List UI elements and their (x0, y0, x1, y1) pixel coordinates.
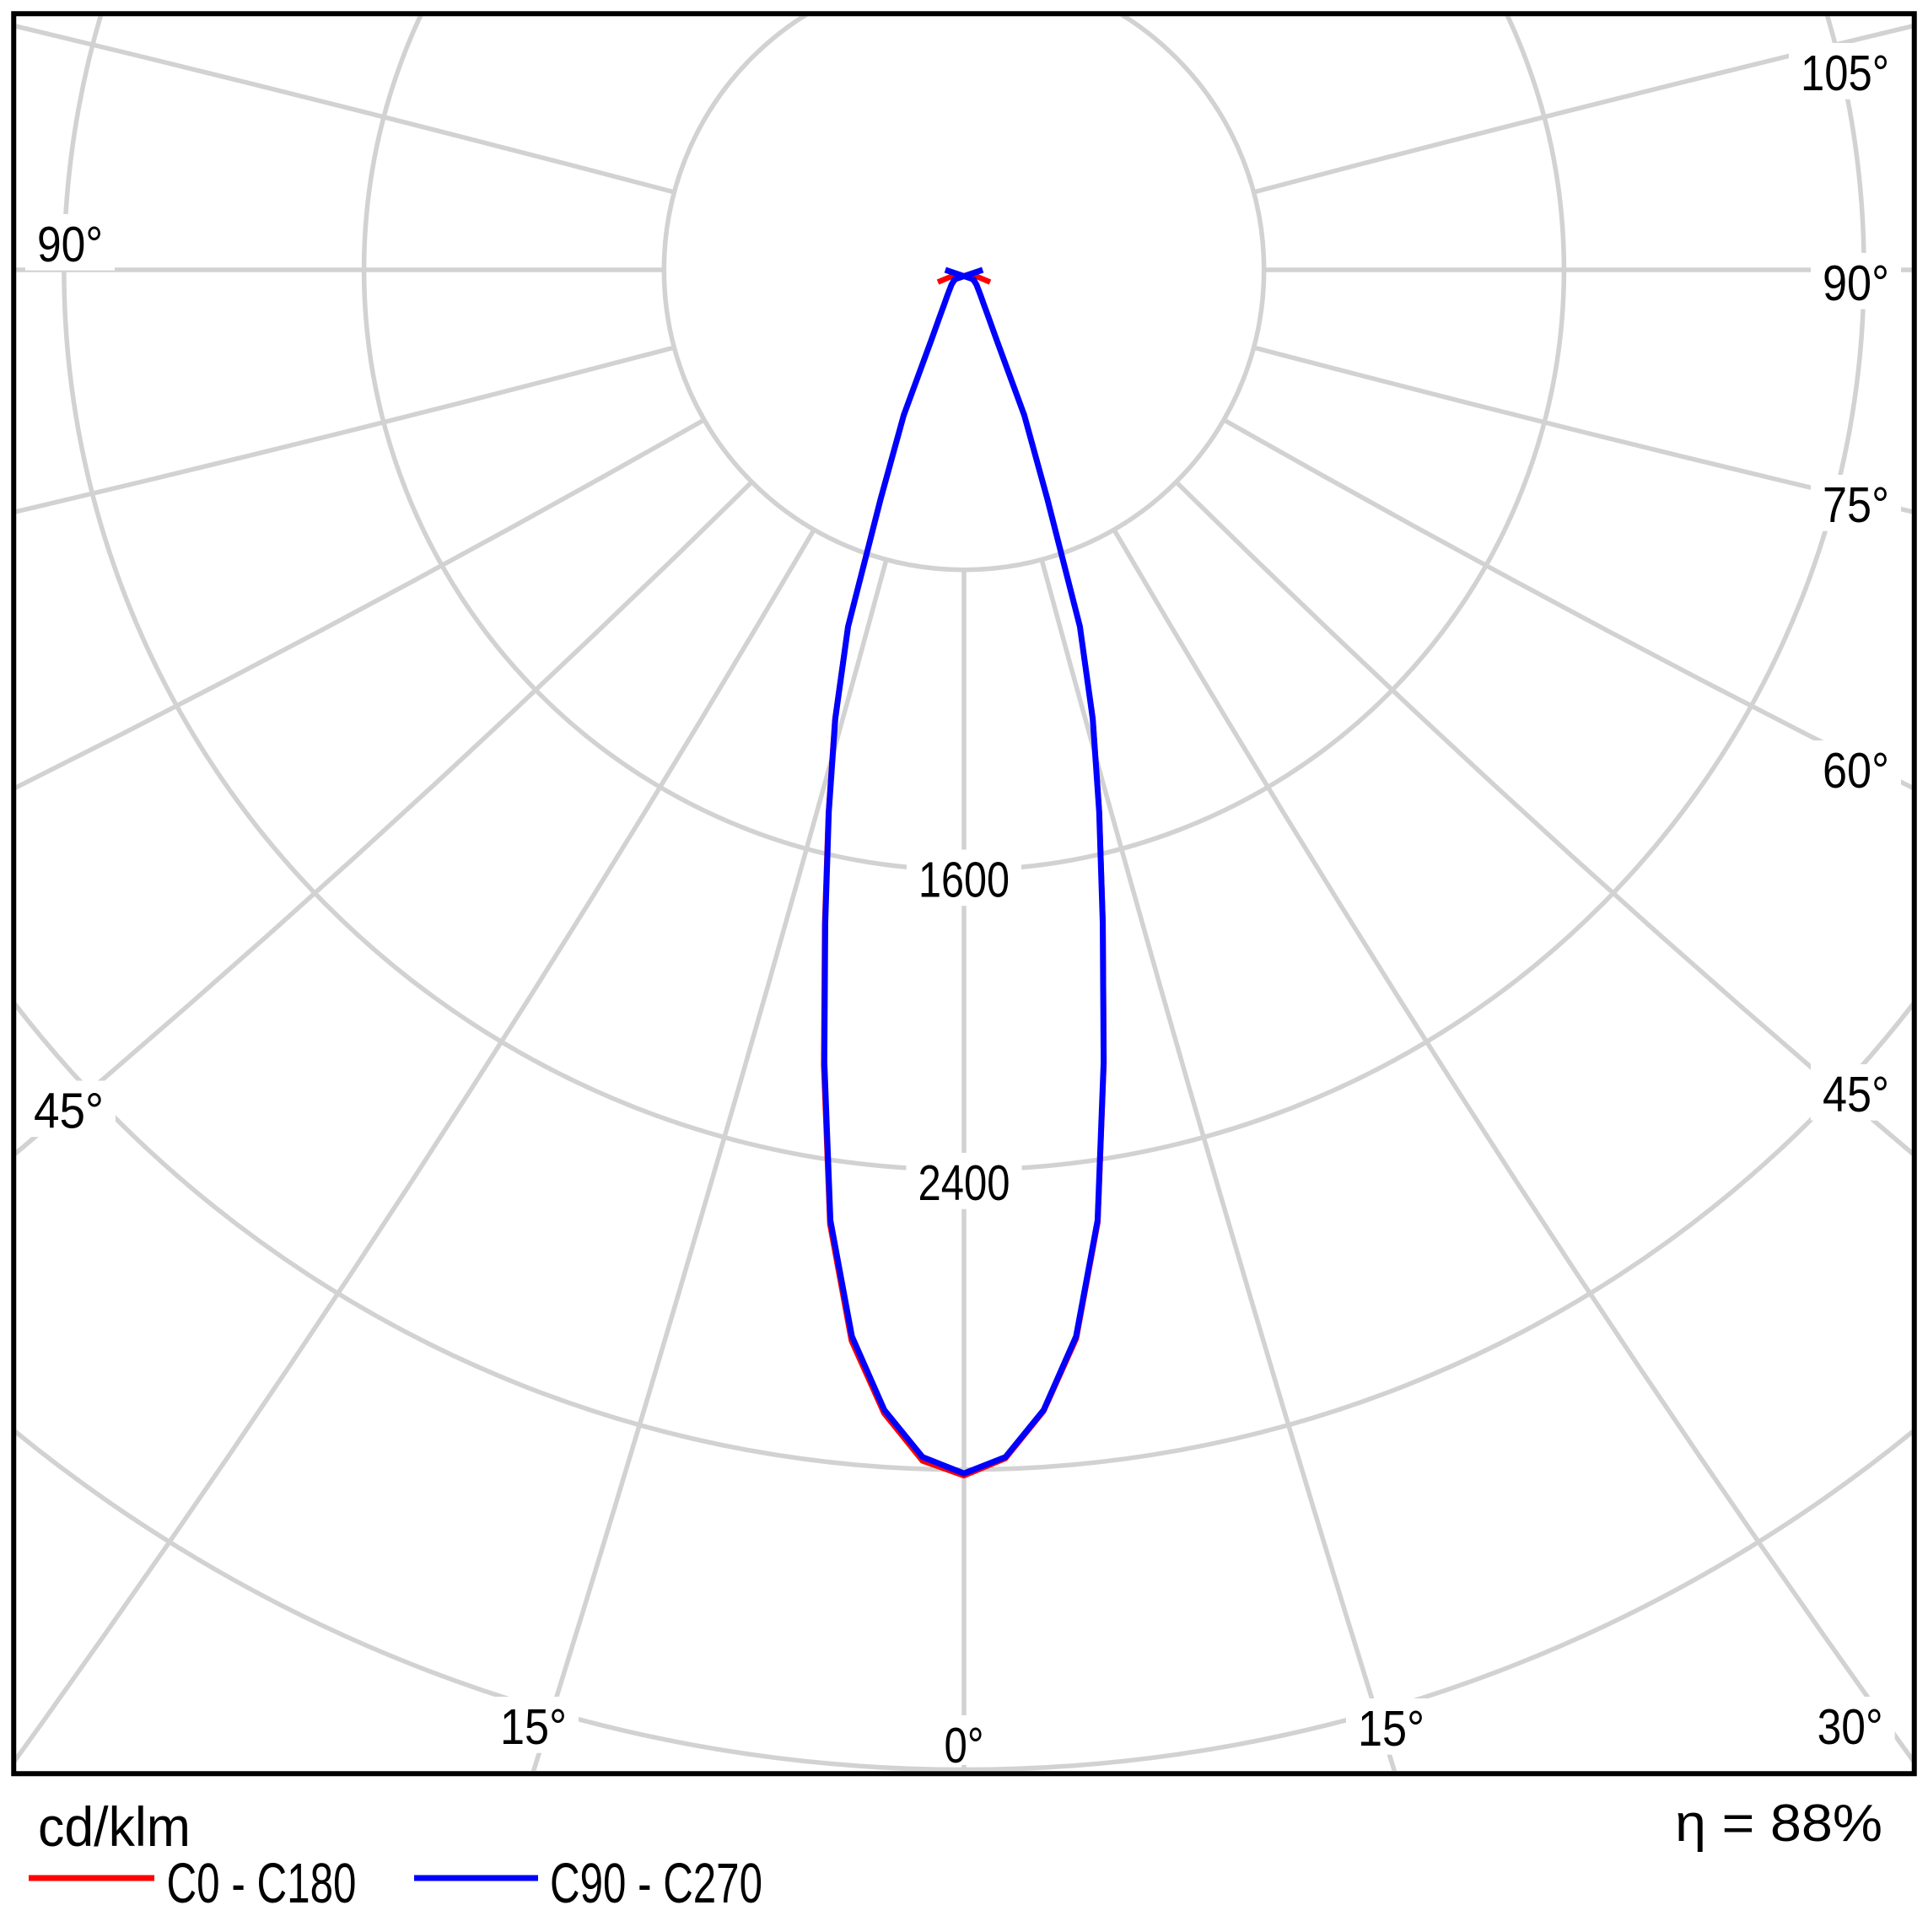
svg-text:105°: 105° (1801, 46, 1889, 101)
svg-text:45°: 45° (1823, 1067, 1889, 1122)
svg-text:0°: 0° (945, 1718, 984, 1773)
svg-text:90°: 90° (1823, 256, 1889, 311)
svg-text:15°: 15° (500, 1699, 567, 1755)
svg-text:60°: 60° (1823, 743, 1889, 799)
svg-text:90°: 90° (37, 217, 103, 272)
svg-text:cd/klm: cd/klm (38, 1795, 191, 1858)
svg-text:45°: 45° (34, 1084, 104, 1139)
svg-text:η = 88%: η = 88% (1675, 1795, 1882, 1853)
svg-text:1600: 1600 (918, 853, 1010, 908)
svg-text:15°: 15° (1358, 1701, 1424, 1757)
svg-text:C90 - C270: C90 - C270 (550, 1852, 762, 1915)
svg-text:2400: 2400 (918, 1155, 1010, 1211)
svg-text:75°: 75° (1823, 477, 1889, 533)
svg-text:30°: 30° (1818, 1699, 1883, 1755)
svg-text:C0 - C180: C0 - C180 (167, 1852, 357, 1915)
